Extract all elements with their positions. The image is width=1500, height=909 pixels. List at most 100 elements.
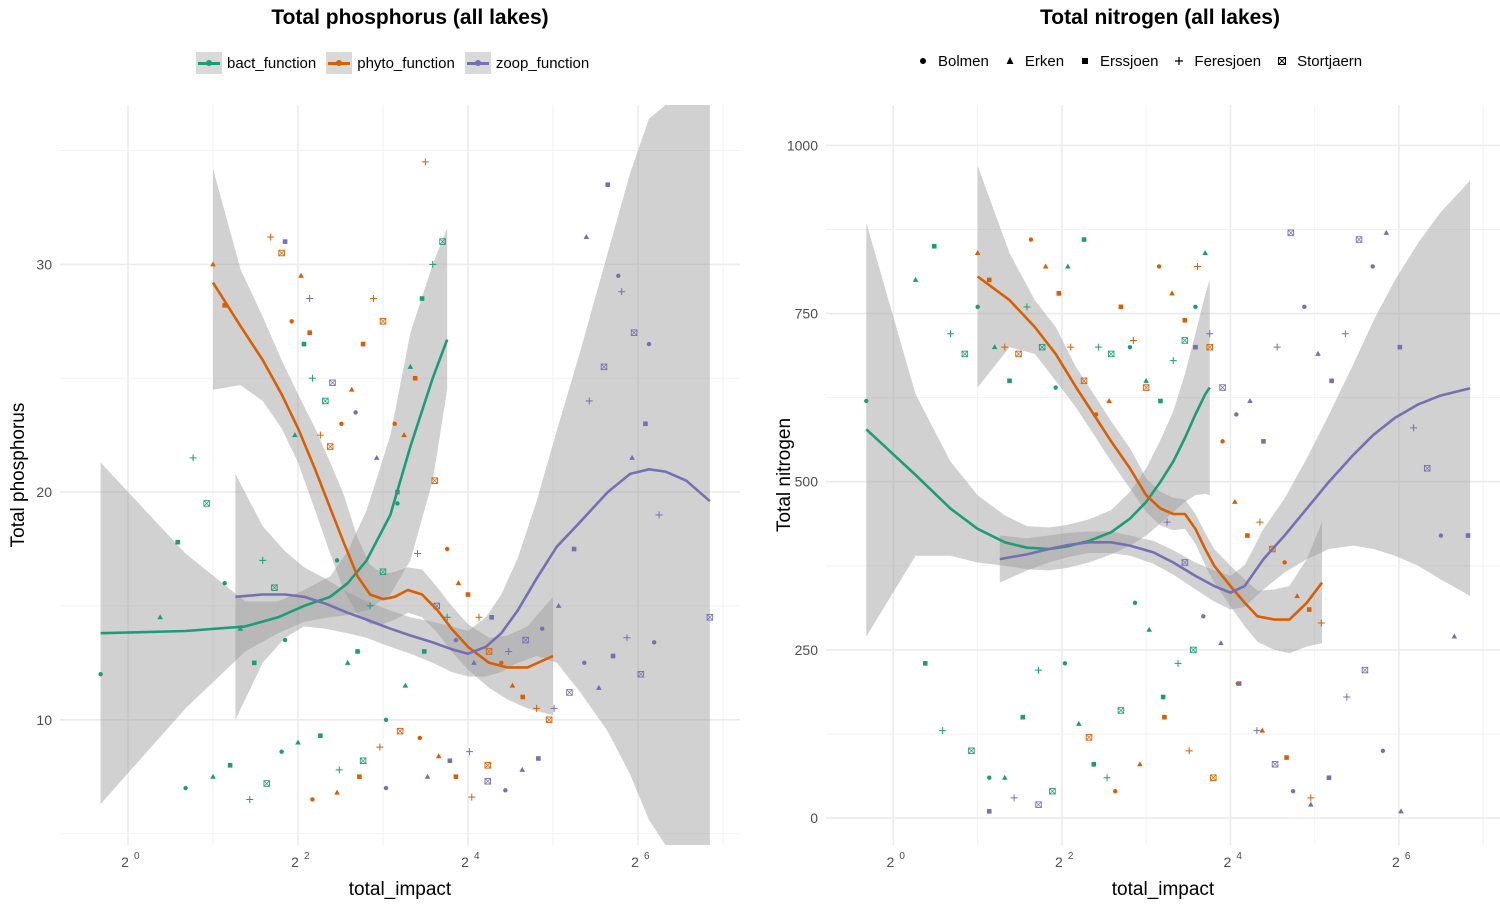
data-point [1080, 377, 1088, 385]
data-point [1201, 614, 1206, 619]
phosphorus-points-bact_function [98, 238, 451, 803]
data-point [259, 556, 267, 564]
phosphorus-x-tick-label: 2 [291, 854, 299, 870]
data-point [1361, 666, 1369, 674]
nitrogen-chart-title: Total nitrogen (all lakes) [1040, 6, 1280, 29]
nitrogen-points-bact_function [864, 237, 1208, 795]
nitrogen-x-tick-label: 2 [1392, 854, 1400, 870]
data-point [1302, 304, 1307, 310]
data-point [1076, 720, 1082, 726]
data-point [1181, 559, 1189, 566]
phosphorus-smooth-bact_function [100, 339, 449, 635]
legend-key-phyto [326, 52, 353, 74]
data-point [282, 637, 288, 643]
data-point [1329, 378, 1334, 384]
data-point [637, 670, 645, 678]
data-point [278, 249, 285, 257]
legend-label-erken: Erken [1024, 52, 1065, 70]
data-point [1049, 788, 1056, 795]
data-point [505, 647, 513, 655]
legend-item-stortjaern: Stortjaern [1271, 52, 1362, 70]
data-point [485, 648, 493, 655]
data-point [1361, 667, 1368, 674]
data-point [939, 727, 947, 735]
data-point [975, 304, 980, 310]
data-point [327, 443, 334, 450]
legend-label-zoop: zoop_function [495, 54, 590, 72]
data-point [392, 421, 397, 426]
data-point [1065, 263, 1071, 269]
data-point [237, 625, 244, 631]
data-point [1355, 236, 1363, 243]
data-point [484, 762, 492, 769]
data-point [1465, 533, 1471, 538]
data-point [1383, 229, 1390, 235]
data-point [1232, 498, 1238, 504]
data-point [475, 613, 483, 621]
nitrogen-y-tick-label: 750 [795, 306, 819, 322]
phosphorus-legend: bact_function phyto_function zoop_functi… [196, 52, 599, 74]
data-point [484, 777, 492, 785]
legend-label-phyto: phyto_function [357, 54, 455, 72]
data-point [1160, 694, 1166, 700]
data-point [1106, 398, 1112, 403]
phosphorus-x-tick-exponent: 0 [134, 851, 140, 862]
phosphorus-x-tick-exponent: 2 [304, 851, 310, 862]
data-point [471, 659, 477, 665]
data-point [344, 659, 351, 665]
data-point [402, 682, 409, 688]
data-point [222, 303, 227, 308]
data-point [222, 580, 227, 586]
data-point [566, 689, 573, 696]
data-point [991, 344, 998, 350]
data-point [227, 763, 233, 768]
data-point [1035, 801, 1042, 808]
data-point [318, 733, 323, 739]
data-point [98, 672, 103, 677]
data-point [301, 341, 307, 347]
data-point [1317, 619, 1325, 627]
data-point [355, 649, 360, 654]
data-point [1156, 264, 1162, 269]
data-point [1271, 761, 1279, 768]
data-point [379, 318, 387, 325]
data-point [1210, 774, 1217, 781]
phosphorus-points-phyto_function [210, 158, 553, 802]
data-point [357, 774, 362, 779]
data-point [1035, 666, 1043, 674]
data-point [279, 749, 284, 754]
data-point [1103, 774, 1111, 782]
data-point [246, 795, 254, 803]
nitrogen-x-tick-exponent: 6 [1405, 851, 1411, 862]
data-point [1206, 330, 1214, 338]
phosphorus-points-zoop_function [282, 182, 714, 793]
legend-item-erssjoen: Erssjoen [1074, 52, 1158, 70]
data-point [271, 584, 278, 591]
nitrogen-x-tick-exponent: 0 [899, 851, 905, 862]
data-point [545, 716, 553, 724]
phosphorus-x-tick-label: 2 [121, 854, 129, 870]
data-point [646, 341, 652, 347]
data-point [435, 753, 442, 759]
data-point [1038, 343, 1046, 351]
data-point [1193, 344, 1198, 350]
data-point [536, 756, 541, 761]
data-point [282, 239, 288, 244]
nitrogen-x-tick-label: 2 [1224, 854, 1232, 870]
data-point [522, 636, 529, 644]
nitrogen-x-tick-label: 2 [1055, 854, 1063, 870]
data-point [419, 296, 425, 301]
nitrogen-smooth-phyto_function [976, 275, 1324, 621]
data-point [455, 580, 462, 586]
data-point [417, 735, 423, 741]
data-point [1451, 633, 1458, 639]
data-point [1143, 384, 1150, 391]
data-point [1143, 377, 1149, 383]
phosphorus-chart-title: Total phosphorus (all lakes) [271, 6, 549, 29]
phosphorus-y-axis-title: Total phosphorus [8, 403, 29, 548]
data-point [1341, 330, 1349, 338]
data-point [509, 682, 516, 688]
data-point [401, 432, 407, 438]
data-point [484, 778, 491, 785]
data-point [947, 330, 955, 338]
